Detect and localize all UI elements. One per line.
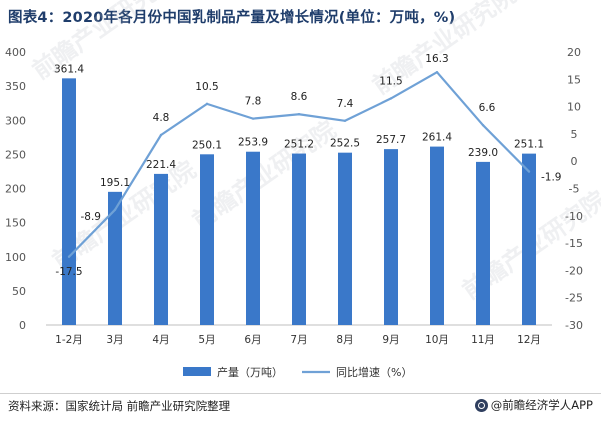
x-tick: 7月: [290, 334, 307, 346]
x-tick: 10月: [425, 334, 449, 346]
footer-divider: [0, 393, 601, 394]
line-point: [481, 123, 485, 127]
x-tick: 6月: [244, 334, 261, 346]
line-value-label: 7.4: [337, 98, 354, 110]
y-left-tick: 100: [5, 251, 26, 264]
bar-value-label: 195.1: [100, 177, 130, 189]
line-point: [297, 113, 301, 116]
line-value-label: -17.5: [55, 266, 82, 278]
brand-logo-icon: [474, 398, 488, 412]
bar: [522, 153, 536, 325]
bar: [108, 191, 122, 325]
bar-value-label: 257.7: [376, 134, 406, 146]
line-point: [389, 97, 393, 100]
y-left-tick: 50: [12, 285, 26, 298]
y-right-tick: -20: [565, 264, 583, 277]
x-tick: 4月: [152, 334, 169, 346]
legend: 产量（万吨） 同比增速（%）: [183, 365, 412, 379]
line-point: [527, 170, 531, 173]
y-left-tick: 250: [5, 148, 26, 161]
source-note: 资料来源：国家统计局 前瞻产业研究院整理: [8, 399, 231, 413]
x-tick: 8月: [336, 334, 353, 346]
bar-series: [62, 78, 536, 325]
line-value-label: 8.6: [291, 91, 308, 103]
y-right-tick: 5: [571, 128, 578, 141]
brand-credit: @前瞻经济学人APP: [474, 397, 593, 413]
line-point: [251, 117, 255, 120]
line-point: [205, 102, 209, 106]
y-right-tick: 20: [567, 46, 581, 59]
bar-value-label: 251.1: [514, 139, 544, 151]
bar-value-label: 250.1: [192, 139, 222, 151]
x-tick: 3月: [106, 334, 123, 346]
line-point: [435, 71, 439, 74]
y-right-tick: -15: [565, 237, 583, 250]
data-labels: 361.4 195.1 221.4 250.1 253.9 251.2 252.5 257.7…: [54, 53, 562, 278]
bar: [62, 78, 76, 325]
y-left-tick: 0: [19, 319, 26, 332]
line-series: [67, 71, 531, 258]
bar-value-label: 361.4: [54, 63, 84, 75]
x-tick: 5月: [198, 334, 215, 346]
legend-bar-swatch: [183, 367, 211, 376]
legend-line-label: 同比增速（%）: [336, 365, 412, 379]
line-value-label: 6.6: [479, 102, 496, 114]
line-value-label: 10.5: [195, 81, 218, 93]
bar-value-label: 253.9: [238, 137, 268, 149]
y-left-tick: 200: [5, 183, 26, 196]
line-value-label: -1.9: [541, 172, 562, 184]
y-right-tick: 15: [567, 73, 581, 86]
line-value-label: 11.5: [379, 75, 402, 87]
brand-text: @前瞻经济学人APP: [490, 398, 593, 412]
y-left-tick: 150: [5, 217, 26, 230]
bar: [476, 161, 490, 325]
bar: [338, 152, 352, 325]
bar-value-label: 239.0: [468, 147, 498, 159]
line-value-label: 7.8: [245, 96, 262, 108]
bar: [384, 149, 398, 325]
bar-value-label: 252.5: [330, 138, 360, 150]
bar: [154, 173, 168, 325]
y-left-tick: 400: [5, 46, 26, 59]
bar-value-label: 251.2: [284, 139, 314, 151]
axes: 050100150200250300350400-30-25-20-15-10-…: [5, 46, 583, 346]
y-right-tick: 0: [571, 155, 578, 168]
line-value-label: -8.9: [81, 211, 102, 223]
line-point: [159, 133, 163, 137]
bar: [200, 154, 214, 325]
line-value-label: 4.8: [153, 112, 170, 124]
line-point: [67, 255, 71, 258]
y-left-tick: 300: [5, 114, 26, 127]
bar-value-label: 221.4: [146, 159, 176, 171]
y-right-tick: 10: [567, 101, 581, 114]
bar-value-label: 261.4: [422, 132, 452, 144]
line-point: [343, 119, 347, 122]
y-right-tick: -5: [569, 183, 580, 196]
x-tick: 12月: [517, 334, 541, 346]
line-point: [113, 208, 117, 211]
bar: [430, 146, 444, 325]
watermark-text: 前瞻产业研究院: [27, 0, 181, 85]
x-tick: 1-2月: [55, 334, 83, 346]
bar: [292, 153, 306, 325]
line-value-label: 16.3: [425, 53, 448, 65]
y-left-tick: 350: [5, 80, 26, 93]
legend-bar-label: 产量（万吨）: [217, 365, 283, 379]
y-right-tick: -30: [565, 319, 583, 332]
x-tick: 9月: [382, 334, 399, 346]
y-right-tick: -10: [565, 210, 583, 223]
bar: [246, 151, 260, 325]
y-right-tick: -25: [565, 292, 583, 305]
x-tick: 11月: [471, 334, 495, 346]
chart-title: 图表4：2020年各月份中国乳制品产量及增长情况(单位：万吨，%): [8, 10, 456, 26]
